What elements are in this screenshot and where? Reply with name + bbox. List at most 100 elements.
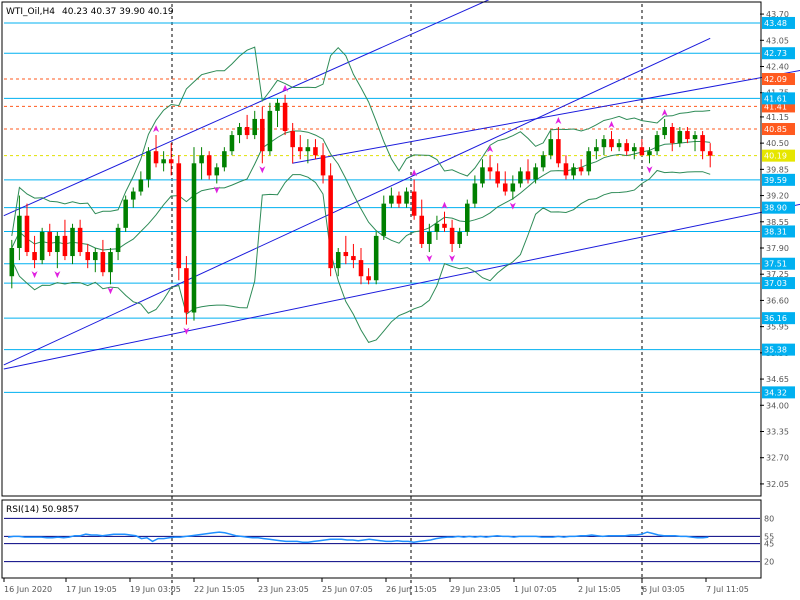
rsi-level-label: 20 [764, 558, 774, 567]
time-tick-label: 25 Jun 07:05 [322, 585, 373, 594]
candle-bear [411, 191, 417, 216]
level-badge-label: 38.31 [764, 227, 787, 236]
candle-bear [297, 147, 303, 152]
level-badge-label: 36.16 [764, 314, 787, 323]
rsi-level-label: 55 [764, 532, 774, 541]
candle-bull [692, 135, 698, 140]
fractal-markers [31, 84, 668, 335]
candle-bear [624, 143, 629, 152]
price-tick-label: 42.40 [766, 63, 789, 72]
fractal-up-marker [555, 117, 562, 125]
candle-bear [609, 139, 614, 148]
price-tick-label: 37.90 [766, 244, 789, 253]
candle-bull [9, 247, 15, 277]
candle-bull [389, 195, 394, 204]
price-tick-label: 32.70 [766, 454, 789, 463]
fractal-down-marker [213, 186, 220, 194]
level-badge-37-03 [762, 277, 795, 290]
candle-bull [510, 183, 516, 192]
fractal-down-marker [54, 271, 61, 279]
candle-bull [427, 231, 432, 244]
time-tick-label: 17 Jun 19:05 [66, 585, 117, 594]
candle-bull [373, 235, 379, 281]
candle-bear [449, 227, 455, 244]
candle-bear [184, 268, 189, 313]
candle-bull [647, 151, 652, 156]
candle-bull [571, 167, 576, 176]
candle-bull [138, 179, 144, 192]
candle-bear [328, 175, 333, 269]
candle-bull [662, 127, 667, 136]
level-badge-label: 34.32 [764, 388, 787, 397]
candle-bear [206, 155, 212, 176]
candle-bull [404, 191, 409, 204]
candle-bull [161, 159, 166, 164]
rsi-level-label: 80 [764, 514, 774, 523]
price-tick-label: 34.65 [766, 375, 789, 384]
candle-bear [639, 147, 645, 156]
level-badge-label: 41.61 [764, 94, 787, 103]
candle-bull [677, 131, 683, 144]
fractal-up-marker [487, 145, 494, 153]
candle-bull [115, 227, 121, 253]
time-tick-label: 22 Jun 15:05 [194, 585, 245, 594]
candle-bear [85, 252, 90, 261]
time-tick-label: 23 Jun 23:05 [258, 585, 309, 594]
candle-bull [586, 151, 592, 172]
candle-bear [320, 155, 326, 176]
candle-bear [24, 215, 30, 253]
level-badge-39-59 [762, 173, 795, 186]
candle-bull [465, 203, 470, 232]
rsi-level-label: 45 [764, 540, 774, 549]
level-badge-label: 35.38 [764, 346, 787, 355]
candle-bear [419, 215, 425, 244]
fractal-up-marker [153, 125, 160, 133]
candle-bull [533, 167, 538, 180]
band-lower-line [11, 169, 711, 343]
level-badge-35-38 [762, 343, 795, 356]
price-tick-label: 43.70 [766, 10, 789, 19]
candle-bear [343, 252, 349, 257]
candle-bull [17, 215, 22, 248]
fractal-down-marker [449, 255, 456, 263]
level-badge-43-48 [762, 16, 795, 29]
price-tick-label: 37.25 [766, 270, 789, 279]
fractal-down-marker [259, 166, 266, 174]
candle-bull [275, 102, 280, 111]
price-tick-label: 39.85 [766, 165, 789, 174]
price-tick-label: 40.50 [766, 139, 789, 148]
candle-bear [153, 151, 159, 164]
level-badge-34-32 [762, 386, 795, 399]
level-badge-38-31 [762, 225, 795, 238]
level-badge-label: 41.41 [764, 102, 787, 111]
fractal-up-marker [661, 108, 668, 116]
fractal-up-marker [411, 169, 418, 177]
candle-bear [525, 171, 531, 180]
level-badge-40-85 [762, 123, 795, 136]
candle-bull [480, 167, 485, 184]
candle-bear [290, 131, 295, 148]
candle-bull [434, 223, 440, 232]
symbol-label: WTI_Oil,H4 [6, 7, 55, 17]
time-tick-label: 6 Jul 03:05 [642, 585, 685, 594]
rsi-line [7, 531, 709, 543]
level-badge-38-90 [762, 201, 795, 214]
level-badge-36-16 [762, 312, 795, 325]
price-tick-label: 33.35 [766, 427, 789, 436]
candle-bull [222, 151, 227, 168]
level-badge-label: 42.73 [764, 49, 787, 58]
bollinger-bands [11, 46, 711, 343]
candle-bull [654, 135, 660, 152]
price-tick-label: 39.20 [766, 192, 789, 201]
candle-bear [502, 183, 508, 192]
candle-bear [47, 231, 53, 253]
candle-bear [396, 195, 402, 204]
channel-line-1 [3, 0, 490, 217]
candle-bear [32, 252, 37, 261]
fractal-down-marker [509, 202, 516, 210]
candle-bear [260, 118, 265, 152]
candle-bull [70, 227, 75, 257]
candle-bear [669, 127, 675, 144]
fractal-up-marker [282, 84, 289, 92]
